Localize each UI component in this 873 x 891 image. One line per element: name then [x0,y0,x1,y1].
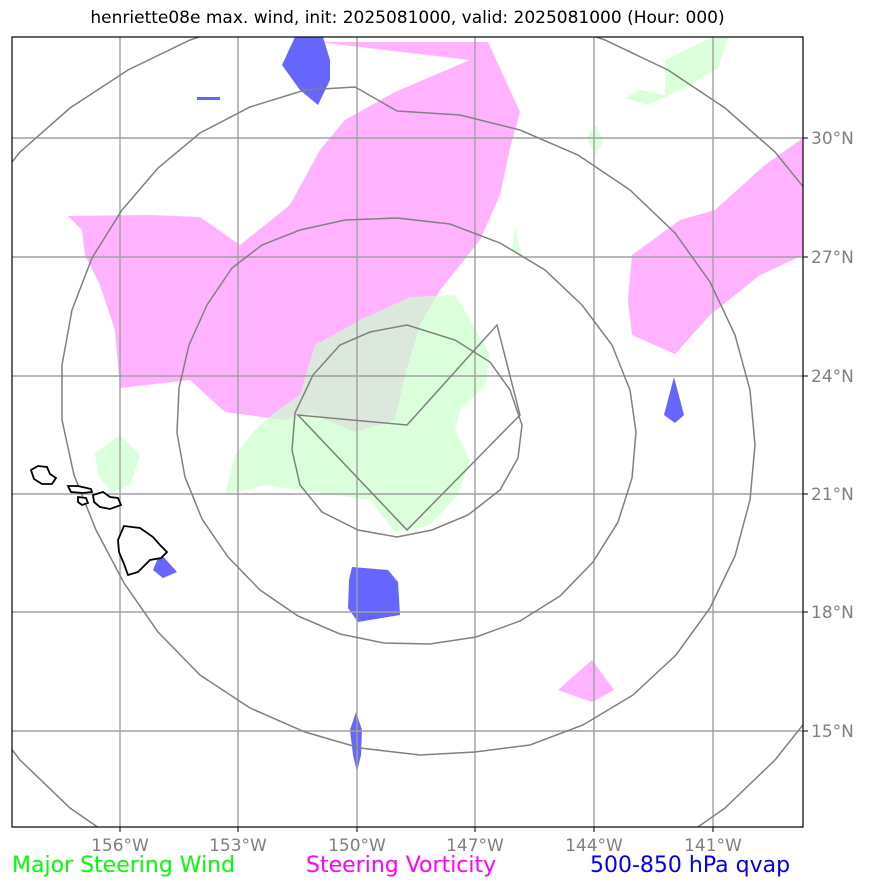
lon-label-147w: 147°W [446,836,504,856]
qvap-layer [153,37,684,772]
qvap-region-south [350,712,362,772]
vorticity-region-east [628,138,803,354]
wind-region-west [95,435,140,493]
wind-region-small-mid [512,228,522,258]
legend-steering-vorticity: Steering Vorticity [306,853,497,878]
lon-label-141w: 141°W [684,836,742,856]
lat-label-21n: 21°N [811,485,854,505]
lon-label-153w: 153°W [209,836,267,856]
graticule [12,37,803,827]
island-hawaii [117,525,169,577]
legend-qvap: 500-850 hPa qvap [590,853,791,878]
island-kauai [29,465,58,485]
island-molokai [77,495,90,507]
qvap-region-east [664,377,684,423]
lat-label-24n: 24°N [811,367,854,387]
island-oahu [66,485,94,494]
hawaiian-islands-coastline [29,465,169,577]
lon-label-144w: 144°W [565,836,623,856]
lat-label-15n: 15°N [811,722,854,742]
wind-region-small-north [587,125,603,155]
tick-marks [119,137,808,832]
longitude-labels: 156°W 153°W 150°W 147°W 144°W 141°W [91,836,742,856]
range-ring-3 [176,217,637,645]
lon-label-150w: 150°W [328,836,386,856]
wind-region-northeast [625,38,728,105]
range-ring-1 [296,323,521,532]
legend-steering-wind: Major Steering Wind [12,853,236,878]
qvap-region-tiny [197,97,220,100]
range-ring-4 [61,86,756,756]
lat-label-27n: 27°N [811,248,854,268]
lon-label-156w: 156°W [91,836,149,856]
map-frame [11,36,804,828]
qvap-region-center [348,567,400,622]
qvap-region-north [282,37,330,105]
island-maui [91,491,123,510]
latitude-labels: 30°N 27°N 24°N 21°N 18°N 15°N [811,129,854,742]
lat-label-18n: 18°N [811,603,854,623]
lat-label-30n: 30°N [811,129,854,149]
vorticity-region-southeast [558,660,614,702]
range-ring-2 [291,324,523,538]
map-title: henriette08e max. wind, init: 2025081000… [90,8,725,28]
